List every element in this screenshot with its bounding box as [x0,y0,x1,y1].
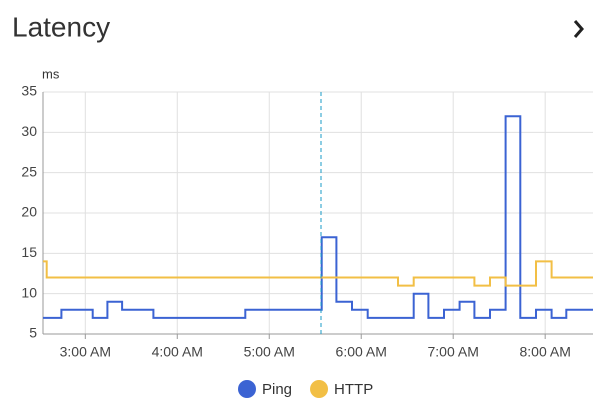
y-tick-label: 20 [21,204,37,220]
x-tick-label: 7:00 AM [428,344,479,360]
legend-label: HTTP [334,381,373,398]
y-axis-label: ms [42,66,60,81]
y-tick-label: 15 [21,244,37,260]
card-title: Latency [12,11,110,42]
legend-item[interactable]: HTTP [310,380,373,398]
plot: 5 10 15 20 25 30 35 3:00 AM 4:00 AM 5:00 AM 6:00 A… [21,83,593,360]
y-tick-label: 35 [21,83,37,99]
y-tick-label: 5 [29,325,37,341]
series-line [43,260,593,287]
x-tick-label: 5:00 AM [244,344,295,360]
y-tick-label: 10 [21,284,37,300]
legend-swatch [238,380,256,398]
legend-swatch [310,380,329,398]
series-line [43,115,593,319]
x-tick-label: 8:00 AM [519,344,570,360]
y-tick-label: 25 [21,163,37,179]
legend-label: Ping [262,381,292,398]
x-tick-label: 6:00 AM [336,344,387,360]
chevron[interactable] [573,20,584,38]
x-tick-label: 4:00 AM [152,344,203,360]
legend-item[interactable]: Ping [238,380,292,398]
y-tick-label: 30 [21,123,37,139]
x-tick-label: 3:00 AM [60,344,111,360]
